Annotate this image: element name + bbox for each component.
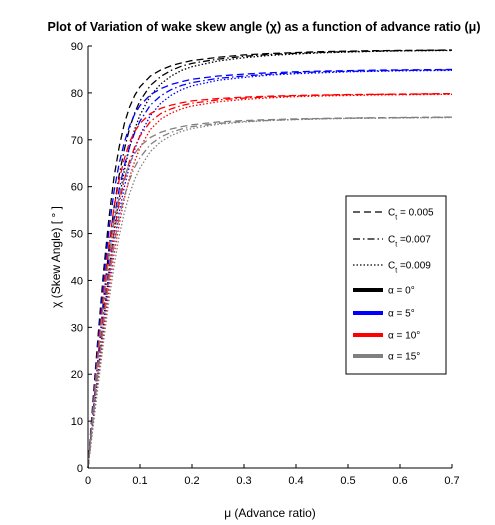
legend-label: α = 15°: [388, 352, 420, 363]
y-tick-label: 90: [71, 41, 83, 53]
series-group: [87, 49, 453, 469]
legend-box: [345, 195, 447, 375]
x-tick-label: 0.2: [184, 475, 199, 487]
series-line-alpha15-ct0_009: [87, 116, 453, 469]
y-tick-label: 40: [71, 275, 83, 287]
y-axis-label: χ (Skew Angle) [ ° ]: [49, 206, 63, 308]
x-axis-label: μ (Advance ratio): [224, 506, 316, 520]
series-line-alpha0-ct0_007: [87, 49, 453, 469]
y-tick-label: 70: [71, 135, 83, 147]
series-line-alpha10-ct0_009: [87, 93, 453, 469]
y-tick-label: 20: [71, 369, 83, 381]
x-tick-label: 0.1: [132, 475, 147, 487]
legend-label: Ct = 0.005: [388, 208, 434, 222]
x-tick-label: 0.6: [392, 475, 407, 487]
x-tick-label: 0.5: [340, 475, 355, 487]
legend-label: α = 0°: [388, 286, 415, 297]
x-tick-label: 0.7: [444, 475, 459, 487]
chart-title: Plot of Variation of wake skew angle (χ)…: [48, 20, 481, 34]
legend-label: α = 10°: [388, 331, 420, 342]
x-tick-label: 0.3: [236, 475, 251, 487]
series-line-alpha5-ct0_005: [87, 68, 453, 469]
y-tick-label: 0: [77, 463, 83, 475]
legend: Ct = 0.005 Ct =0.007 Ct =0.009 α = 0° α = 5°…: [345, 195, 447, 375]
y-tick-label: 60: [71, 182, 83, 194]
legend-label: Ct =0.009: [388, 261, 431, 275]
legend-label: Ct =0.007: [388, 235, 431, 249]
legend-label: α = 5°: [388, 309, 415, 320]
y-tick-label: 10: [71, 416, 83, 428]
series-line-alpha10-ct0_007: [87, 93, 453, 469]
series-line-alpha15-ct0_005: [87, 116, 453, 469]
y-tick-label: 80: [71, 88, 83, 100]
y-tick-label: 30: [71, 322, 83, 334]
x-tick-label: 0.4: [288, 475, 303, 487]
y-tick-label: 50: [71, 229, 83, 241]
x-tick-label: 0: [85, 475, 91, 487]
series-line-alpha15-ct0_007: [87, 116, 453, 469]
axes-group: 0 0.1 0.2 0.3 0.4 0.5 0.6 0.7 0 10 20 30 40 50 60 70 80 9…: [71, 41, 460, 487]
